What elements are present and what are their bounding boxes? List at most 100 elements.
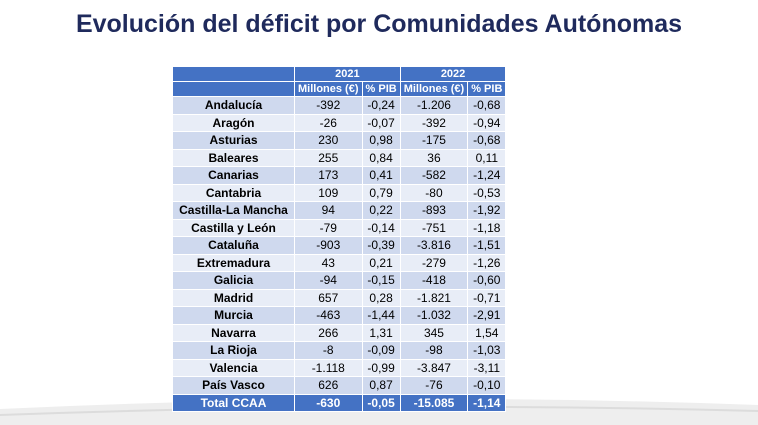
value-cell: -0,53 [467, 183, 507, 202]
region-label: Andalucía [172, 96, 295, 115]
value-cell: -1,24 [467, 166, 507, 185]
value-cell: 36 [399, 148, 469, 167]
value-cell: -2,91 [467, 306, 507, 325]
header-row: 2021 2022 [172, 66, 507, 82]
table-row: Andalucía -392 -0,24 -1.206 -0,68 [172, 96, 507, 115]
total-value: -630 [294, 393, 363, 412]
value-cell: -0,68 [467, 131, 507, 150]
value-cell: 0,98 [361, 131, 401, 150]
value-cell: -392 [399, 113, 469, 132]
value-cell: -1,44 [361, 306, 401, 325]
value-cell: -94 [294, 271, 363, 290]
column-header: % PIB [467, 81, 507, 97]
table-row: Galicia -94 -0,15 -418 -0,60 [172, 271, 507, 290]
value-cell: -76 [399, 376, 469, 395]
region-label: Canarias [172, 166, 295, 185]
value-cell: 0,11 [467, 148, 507, 167]
table-row: La Rioja -8 -0,09 -98 -1,03 [172, 341, 507, 360]
value-cell: -0,60 [467, 271, 507, 290]
year-header: 2022 [399, 66, 507, 82]
value-cell: -903 [294, 236, 363, 255]
region-label: Cantabria [172, 183, 295, 202]
region-label: La Rioja [172, 341, 295, 360]
region-label: Valencia [172, 358, 295, 377]
value-cell: 345 [399, 323, 469, 342]
value-cell: -1.032 [399, 306, 469, 325]
value-cell: -1,92 [467, 201, 507, 220]
value-cell: -0,09 [361, 341, 401, 360]
value-cell: 0,21 [361, 253, 401, 272]
region-label: Cataluña [172, 236, 295, 255]
value-cell: -751 [399, 218, 469, 237]
total-value: -0,05 [361, 393, 401, 412]
value-cell: -0,14 [361, 218, 401, 237]
value-cell: 0,28 [361, 288, 401, 307]
value-cell: -98 [399, 341, 469, 360]
column-header: Millones (€) [399, 81, 469, 97]
value-cell: 0,22 [361, 201, 401, 220]
table-row: Castilla y León -79 -0,14 -751 -1,18 [172, 218, 507, 237]
table-row: País Vasco 626 0,87 -76 -0,10 [172, 376, 507, 395]
value-cell: -3.847 [399, 358, 469, 377]
table-row: Cantabria 109 0,79 -80 -0,53 [172, 183, 507, 202]
region-label: Asturias [172, 131, 295, 150]
region-label: Navarra [172, 323, 295, 342]
value-cell: 0,87 [361, 376, 401, 395]
table-row: Navarra 266 1,31 345 1,54 [172, 323, 507, 342]
total-label: Total CCAA [172, 393, 295, 412]
value-cell: -0,24 [361, 96, 401, 115]
region-label: Galicia [172, 271, 295, 290]
value-cell: 0,79 [361, 183, 401, 202]
value-cell: -0,39 [361, 236, 401, 255]
region-label: Aragón [172, 113, 295, 132]
table-row: Murcia -463 -1,44 -1.032 -2,91 [172, 306, 507, 325]
table-row: Valencia -1.118 -0,99 -3.847 -3,11 [172, 358, 507, 377]
value-cell: -1.821 [399, 288, 469, 307]
value-cell: -80 [399, 183, 469, 202]
column-header: % PIB [361, 81, 401, 97]
value-cell: 109 [294, 183, 363, 202]
value-cell: 173 [294, 166, 363, 185]
value-cell: 230 [294, 131, 363, 150]
region-label: Murcia [172, 306, 295, 325]
value-cell: -1,03 [467, 341, 507, 360]
header-cell [172, 66, 295, 82]
value-cell: 1,54 [467, 323, 507, 342]
value-cell: -279 [399, 253, 469, 272]
value-cell: -418 [399, 271, 469, 290]
value-cell: -1.118 [294, 358, 363, 377]
value-cell: -3.816 [399, 236, 469, 255]
value-cell: -79 [294, 218, 363, 237]
table-row: Aragón -26 -0,07 -392 -0,94 [172, 113, 507, 132]
value-cell: -0,10 [467, 376, 507, 395]
value-cell: 255 [294, 148, 363, 167]
total-row: Total CCAA -630 -0,05 -15.085 -1,14 [172, 393, 507, 412]
year-header: 2021 [294, 66, 401, 82]
region-label: Castilla-La Mancha [172, 201, 295, 220]
value-cell: -0,71 [467, 288, 507, 307]
region-label: Baleares [172, 148, 295, 167]
region-label: País Vasco [172, 376, 295, 395]
total-value: -1,14 [467, 393, 507, 412]
table-row: Canarias 173 0,41 -582 -1,24 [172, 166, 507, 185]
value-cell: 0,41 [361, 166, 401, 185]
region-label: Castilla y León [172, 218, 295, 237]
value-cell: 626 [294, 376, 363, 395]
value-cell: 657 [294, 288, 363, 307]
header-row: Millones (€)% PIB Millones (€)% PIB [172, 81, 507, 97]
value-cell: 0,84 [361, 148, 401, 167]
value-cell: -1,51 [467, 236, 507, 255]
value-cell: -893 [399, 201, 469, 220]
value-cell: -0,07 [361, 113, 401, 132]
value-cell: 1,31 [361, 323, 401, 342]
value-cell: 94 [294, 201, 363, 220]
value-cell: -0,99 [361, 358, 401, 377]
table-row: Baleares 255 0,84 36 0,11 [172, 148, 507, 167]
value-cell: -392 [294, 96, 363, 115]
title: Evolución del déficit por Comunidades Au… [75, 10, 683, 38]
region-label: Madrid [172, 288, 295, 307]
column-header: Millones (€) [294, 81, 363, 97]
value-cell: -26 [294, 113, 363, 132]
data-table: 2021 2022 Millones (€)% PIB Millones (€)% P… [172, 66, 507, 412]
